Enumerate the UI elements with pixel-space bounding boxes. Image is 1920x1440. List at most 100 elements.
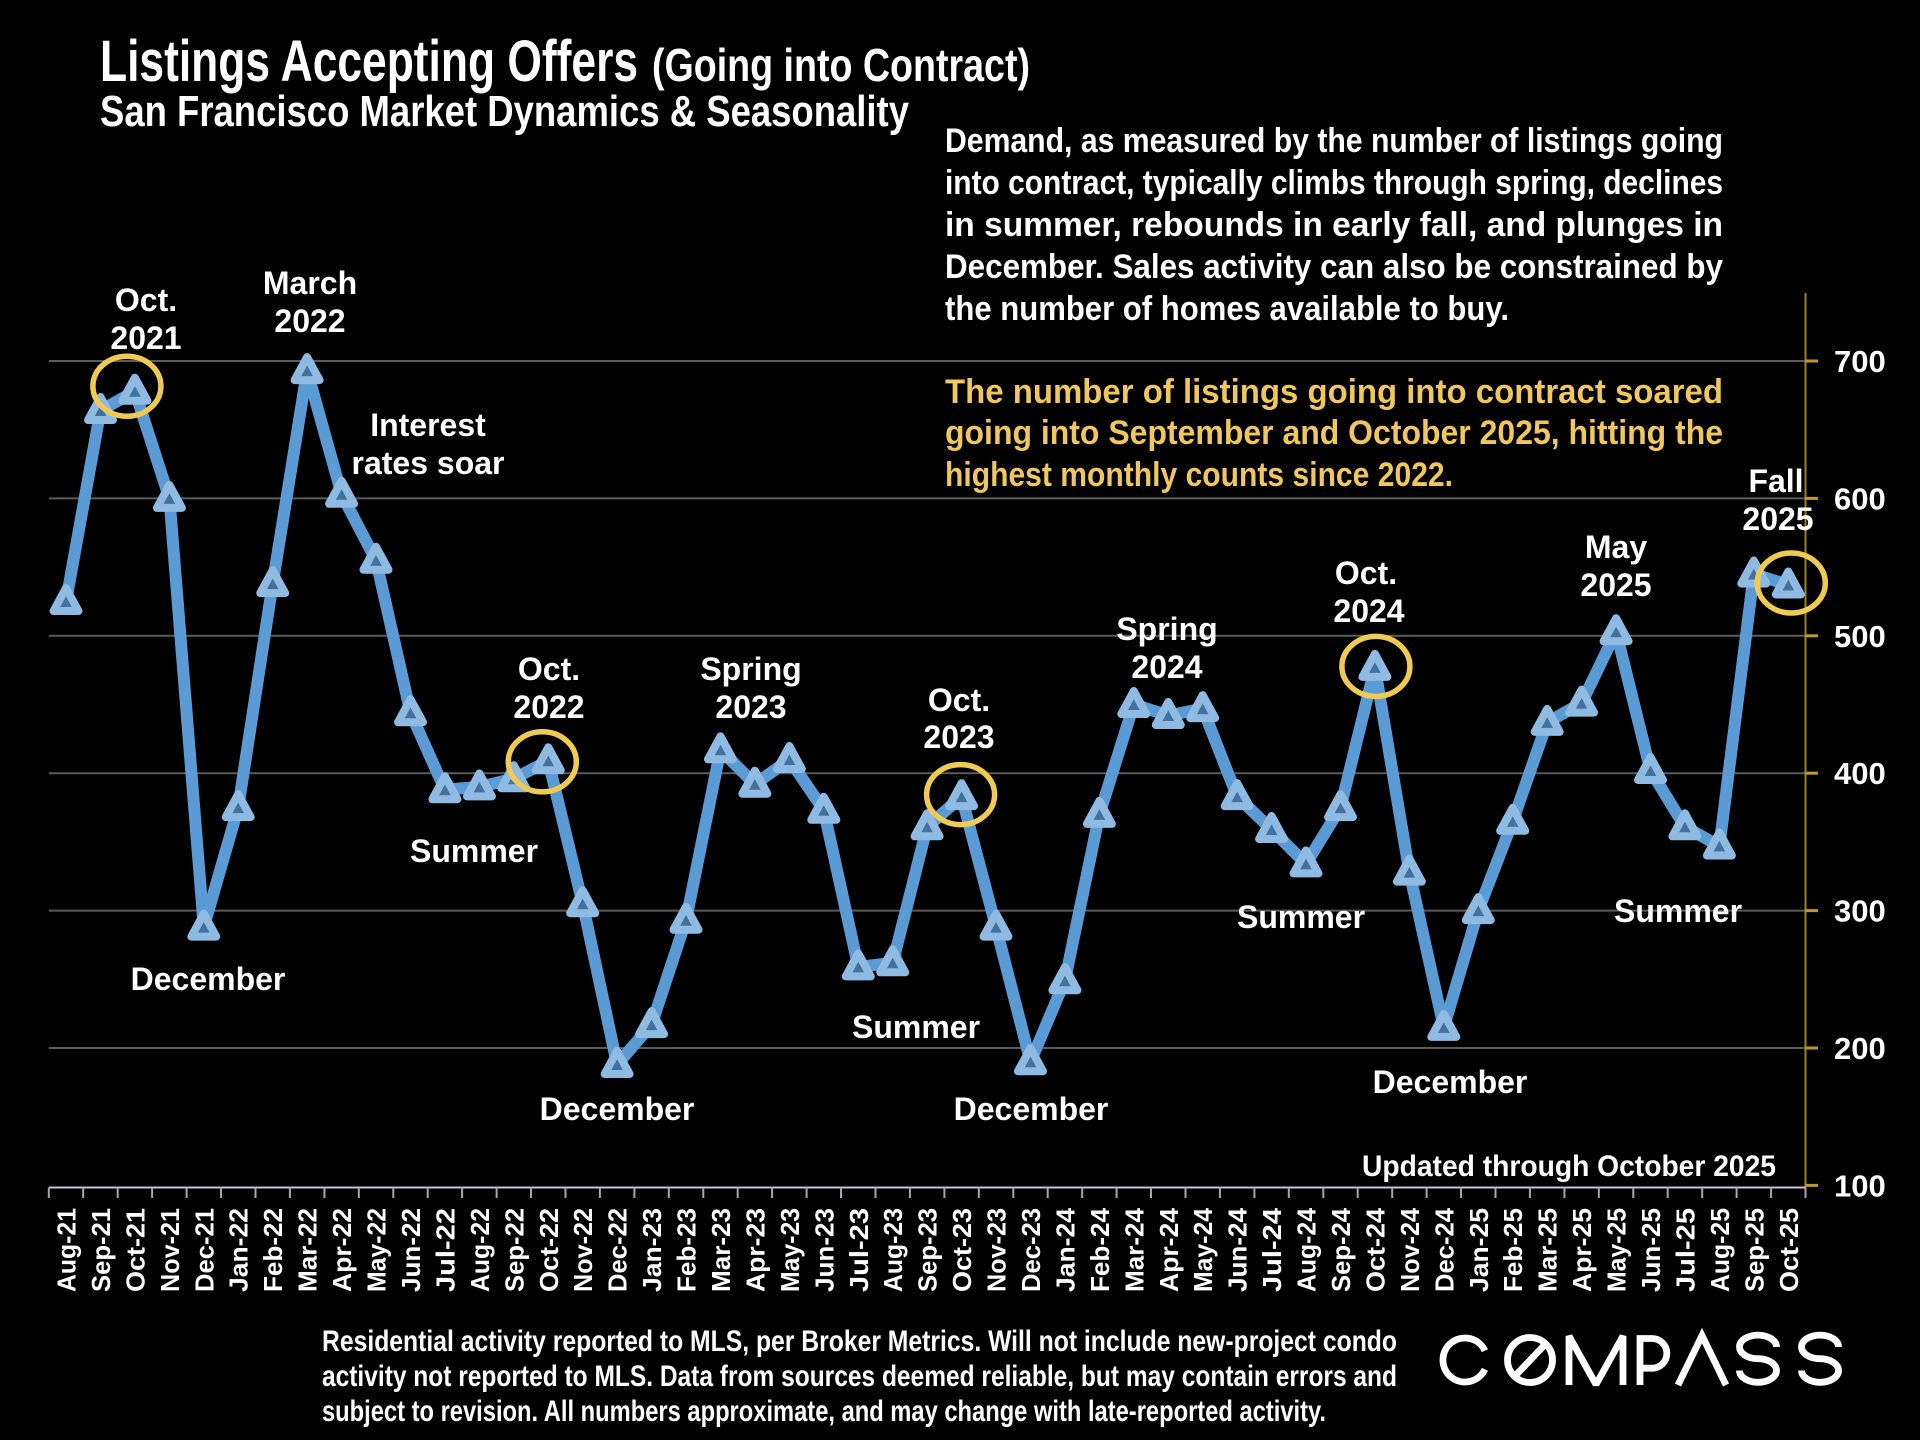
svg-text:Dec-21: Dec-21 <box>189 1208 219 1292</box>
svg-text:2025: 2025 <box>1580 567 1651 603</box>
svg-text:Oct-25: Oct-25 <box>1774 1208 1804 1292</box>
svg-text:Oct-24: Oct-24 <box>1360 1207 1390 1292</box>
svg-text:Jun-24: Jun-24 <box>1223 1207 1253 1292</box>
svg-text:May-22: May-22 <box>362 1208 392 1292</box>
svg-text:Updated through October 2025: Updated through October 2025 <box>1362 1150 1776 1183</box>
svg-text:going into September and Octob: going into September and October 2025, h… <box>945 414 1723 452</box>
svg-text:in summer, rebounds in early f: in summer, rebounds in early fall, and p… <box>945 206 1723 244</box>
svg-text:Apr-23: Apr-23 <box>740 1208 770 1292</box>
svg-text:the number of homes available: the number of homes available to buy. <box>945 290 1509 328</box>
svg-text:400: 400 <box>1834 756 1886 791</box>
svg-text:activity not reported to MLS.: activity not reported to MLS. Data from … <box>322 1360 1397 1393</box>
svg-text:Nov-24: Nov-24 <box>1395 1207 1425 1292</box>
svg-text:Mar-25: Mar-25 <box>1533 1208 1563 1292</box>
svg-text:700: 700 <box>1834 344 1886 379</box>
svg-text:Aug-23: Aug-23 <box>878 1208 908 1292</box>
svg-text:Nov-21: Nov-21 <box>155 1208 185 1292</box>
svg-text:Jan-24: Jan-24 <box>1050 1207 1080 1292</box>
svg-text:Mar-23: Mar-23 <box>706 1208 736 1292</box>
svg-text:May-24: May-24 <box>1188 1207 1218 1292</box>
svg-text:Aug-25: Aug-25 <box>1705 1208 1735 1292</box>
svg-text:Aug-22: Aug-22 <box>465 1208 495 1292</box>
svg-text:2023: 2023 <box>715 689 786 725</box>
svg-text:December: December <box>540 1091 695 1127</box>
svg-text:Interest: Interest <box>370 407 486 443</box>
svg-text:600: 600 <box>1834 481 1886 516</box>
svg-text:Aug-21: Aug-21 <box>52 1208 82 1292</box>
svg-text:Oct.: Oct. <box>928 682 990 718</box>
svg-text:Jul-22: Jul-22 <box>430 1208 460 1292</box>
svg-text:Spring: Spring <box>1116 611 1217 647</box>
svg-text:Jun-22: Jun-22 <box>396 1208 426 1292</box>
svg-text:Jun-23: Jun-23 <box>809 1208 839 1292</box>
svg-text:2024: 2024 <box>1131 649 1202 685</box>
svg-text:Dec-22: Dec-22 <box>603 1208 633 1292</box>
svg-text:Dec-24: Dec-24 <box>1429 1207 1459 1292</box>
svg-text:Spring: Spring <box>700 651 801 687</box>
svg-text:March: March <box>263 265 357 301</box>
svg-text:Oct-23: Oct-23 <box>947 1208 977 1292</box>
svg-text:into contract, typically climb: into contract, typically climbs through … <box>945 164 1723 202</box>
svg-text:300: 300 <box>1834 894 1886 929</box>
svg-text:Mar-24: Mar-24 <box>1119 1207 1149 1292</box>
svg-text:subject to revision. All numbe: subject to revision. All numbers approxi… <box>322 1395 1326 1428</box>
svg-text:Oct.: Oct. <box>1335 555 1397 591</box>
svg-text:2024: 2024 <box>1333 593 1404 629</box>
svg-text:Summer: Summer <box>410 833 538 869</box>
svg-text:December: December <box>1373 1064 1528 1100</box>
svg-text:Jan-22: Jan-22 <box>224 1208 254 1292</box>
svg-text:Apr-22: Apr-22 <box>327 1208 357 1292</box>
svg-text:Oct-21: Oct-21 <box>120 1208 150 1292</box>
svg-text:Feb-22: Feb-22 <box>258 1208 288 1292</box>
svg-text:Feb-25: Feb-25 <box>1498 1208 1528 1292</box>
svg-text:200: 200 <box>1834 1031 1886 1066</box>
svg-text:rates soar: rates soar <box>352 445 505 481</box>
svg-text:December: December <box>131 961 286 997</box>
svg-text:Sep-22: Sep-22 <box>499 1208 529 1292</box>
svg-text:Residential activity reported: Residential activity reported to MLS, pe… <box>322 1325 1397 1358</box>
svg-text:Sep-24: Sep-24 <box>1326 1207 1356 1292</box>
svg-text:Dec-23: Dec-23 <box>1016 1208 1046 1292</box>
svg-text:Jan-23: Jan-23 <box>637 1208 667 1292</box>
svg-text:Fall: Fall <box>1748 463 1803 499</box>
svg-text:Apr-24: Apr-24 <box>1154 1207 1184 1292</box>
svg-text:Aug-24: Aug-24 <box>1292 1207 1322 1292</box>
svg-text:Jun-25: Jun-25 <box>1636 1208 1666 1292</box>
svg-text:Nov-22: Nov-22 <box>568 1208 598 1292</box>
svg-text:Summer: Summer <box>1237 899 1365 935</box>
svg-text:May-23: May-23 <box>775 1208 805 1292</box>
svg-text:Mar-22: Mar-22 <box>293 1208 323 1292</box>
svg-text:Sep-23: Sep-23 <box>913 1208 943 1292</box>
svg-text:Jul-24: Jul-24 <box>1257 1207 1287 1292</box>
svg-text:Oct-22: Oct-22 <box>534 1208 564 1292</box>
svg-text:December: December <box>954 1091 1109 1127</box>
svg-text:Nov-23: Nov-23 <box>982 1208 1012 1292</box>
svg-text:May-25: May-25 <box>1602 1208 1632 1292</box>
svg-text:Summer: Summer <box>852 1009 980 1045</box>
svg-text:Feb-24: Feb-24 <box>1085 1207 1115 1292</box>
svg-text:Summer: Summer <box>1614 893 1742 929</box>
svg-text:Jan-25: Jan-25 <box>1464 1208 1494 1292</box>
svg-text:2025: 2025 <box>1742 501 1813 537</box>
svg-text:2022: 2022 <box>274 303 345 339</box>
svg-text:2021: 2021 <box>110 320 181 356</box>
svg-text:2022: 2022 <box>513 689 584 725</box>
svg-text:100: 100 <box>1834 1168 1886 1203</box>
svg-text:San Francisco Market Dynamics: San Francisco Market Dynamics & Seasonal… <box>100 87 909 136</box>
svg-text:Jul-23: Jul-23 <box>844 1208 874 1292</box>
svg-text:2023: 2023 <box>923 719 994 755</box>
svg-text:Apr-25: Apr-25 <box>1567 1208 1597 1292</box>
svg-text:(Going into Contract): (Going into Contract) <box>652 39 1030 91</box>
svg-text:Oct.: Oct. <box>518 651 580 687</box>
svg-text:Sep-21: Sep-21 <box>86 1208 116 1292</box>
svg-text:Jul-25: Jul-25 <box>1670 1208 1700 1292</box>
svg-text:Feb-23: Feb-23 <box>672 1208 702 1292</box>
svg-text:Sep-25: Sep-25 <box>1739 1208 1769 1292</box>
svg-text:Demand, as measured by the num: Demand, as measured by the number of lis… <box>945 122 1723 160</box>
svg-text:Listings Accepting Offers: Listings Accepting Offers <box>100 29 638 94</box>
svg-text:December. Sales activity can a: December. Sales activity can also be con… <box>945 248 1723 286</box>
svg-text:The number of listings going i: The number of listings going into contra… <box>945 373 1723 411</box>
svg-text:Oct.: Oct. <box>115 282 177 318</box>
svg-text:May: May <box>1585 529 1647 565</box>
svg-text:500: 500 <box>1834 619 1886 654</box>
